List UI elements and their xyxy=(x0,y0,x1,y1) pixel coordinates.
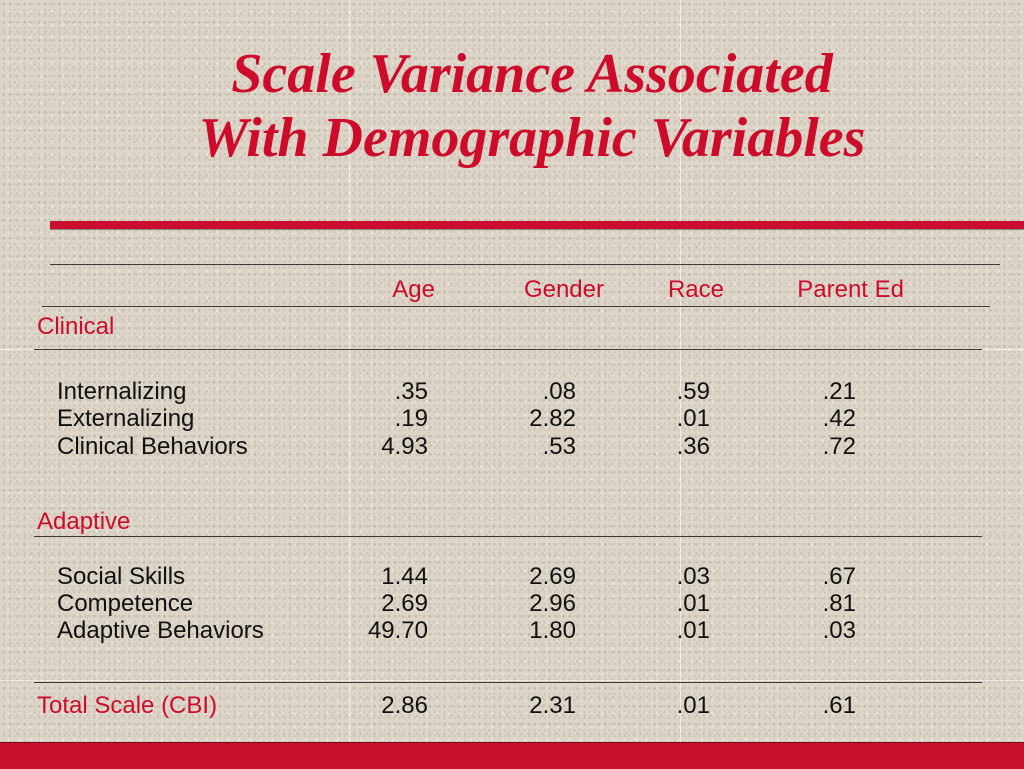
title-divider xyxy=(50,221,1024,229)
row-label: Adaptive Behaviors xyxy=(57,617,264,644)
cell-race: .01 xyxy=(676,590,710,617)
cell-gender: 2.96 xyxy=(529,590,576,617)
table-top-rule xyxy=(50,264,1000,265)
cell-parent-ed: .61 xyxy=(822,692,856,719)
cell-gender: 1.80 xyxy=(529,617,576,644)
title-line-1: Scale Variance Associated xyxy=(231,43,833,105)
cell-age: .35 xyxy=(394,378,428,405)
row-label: Externalizing xyxy=(57,405,195,432)
title-line-2: With Demographic Variables xyxy=(198,107,866,169)
total-label: Total Scale (CBI) xyxy=(37,692,218,719)
cell-race: .59 xyxy=(676,378,710,405)
cell-age: 1.44 xyxy=(381,563,428,590)
cell-parent-ed: .67 xyxy=(822,563,856,590)
background-gridline xyxy=(349,0,350,768)
header-rule xyxy=(42,306,990,307)
cell-race: .01 xyxy=(676,405,710,432)
clinical-rule xyxy=(34,349,982,350)
column-header-race: Race xyxy=(667,276,724,303)
column-header-gender: Gender xyxy=(523,276,604,303)
cell-race: .01 xyxy=(676,692,710,719)
cell-gender: .53 xyxy=(542,433,576,460)
total-rule xyxy=(34,682,982,683)
cell-age: .19 xyxy=(394,405,428,432)
cell-parent-ed: .42 xyxy=(822,405,856,432)
row-label: Social Skills xyxy=(57,563,186,590)
cell-age: 4.93 xyxy=(381,433,428,460)
cell-parent-ed: .72 xyxy=(822,433,856,460)
section-heading-clinical: Clinical xyxy=(37,313,115,340)
slide-title: Scale Variance Associated With Demograph… xyxy=(0,42,1024,170)
background-gridline xyxy=(680,0,681,768)
cell-gender: .08 xyxy=(542,378,576,405)
cell-parent-ed: .03 xyxy=(822,617,856,644)
row-label: Internalizing xyxy=(57,378,187,405)
adaptive-rule xyxy=(34,536,982,537)
cell-race: .03 xyxy=(676,563,710,590)
cell-gender: 2.82 xyxy=(529,405,576,432)
background-gridline xyxy=(0,680,1024,681)
row-label: Clinical Behaviors xyxy=(57,433,248,460)
row-label: Competence xyxy=(57,590,194,617)
cell-gender: 2.31 xyxy=(529,692,576,719)
column-header-parent-ed: Parent Ed xyxy=(797,276,904,303)
footer-band xyxy=(0,742,1024,769)
cell-age: 2.86 xyxy=(381,692,428,719)
cell-race: .36 xyxy=(676,433,710,460)
cell-parent-ed: .21 xyxy=(822,378,856,405)
cell-age: 2.69 xyxy=(381,590,428,617)
cell-parent-ed: .81 xyxy=(822,590,856,617)
cell-age: 49.70 xyxy=(367,617,428,644)
column-header-age: Age xyxy=(392,276,435,303)
cell-race: .01 xyxy=(676,617,710,644)
section-heading-adaptive: Adaptive xyxy=(37,508,131,535)
cell-gender: 2.69 xyxy=(529,563,576,590)
